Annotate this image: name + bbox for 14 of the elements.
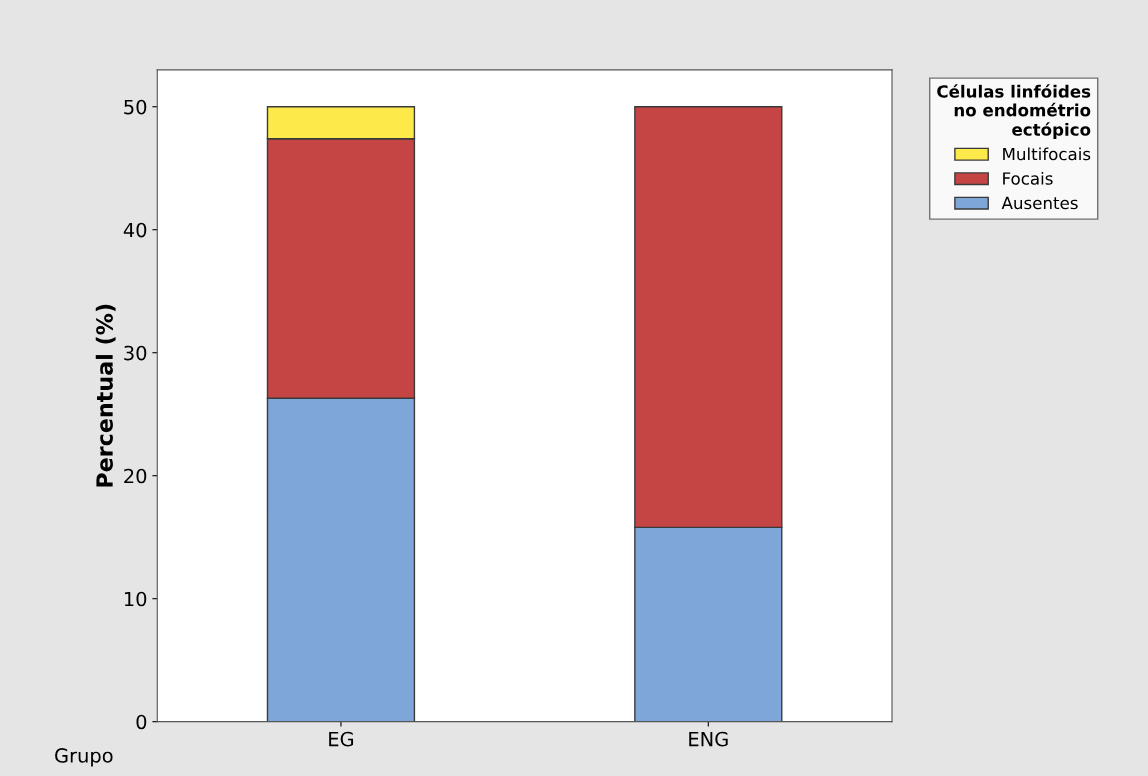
legend-title: Células linfóides no endométrio ectópico: [937, 84, 1091, 140]
x-tick-label: EG: [329, 731, 354, 747]
x-tick-label: ENG: [689, 731, 728, 747]
legend-label: Ausentes: [1001, 196, 1078, 210]
legend-label: Focais: [1003, 171, 1053, 185]
x-axis-title: Grupo: [55, 748, 113, 767]
y-tick-label: 30: [124, 345, 147, 361]
y-tick-label: 10: [124, 591, 147, 607]
legend-label: Multifocais: [1003, 147, 1091, 161]
y-tick-label: 0: [136, 714, 147, 730]
y-axis-title: Percentual (%): [95, 304, 116, 487]
y-tick-label: 20: [124, 468, 147, 484]
y-tick-label: 50: [124, 99, 147, 115]
y-tick-label: 40: [123, 222, 147, 238]
